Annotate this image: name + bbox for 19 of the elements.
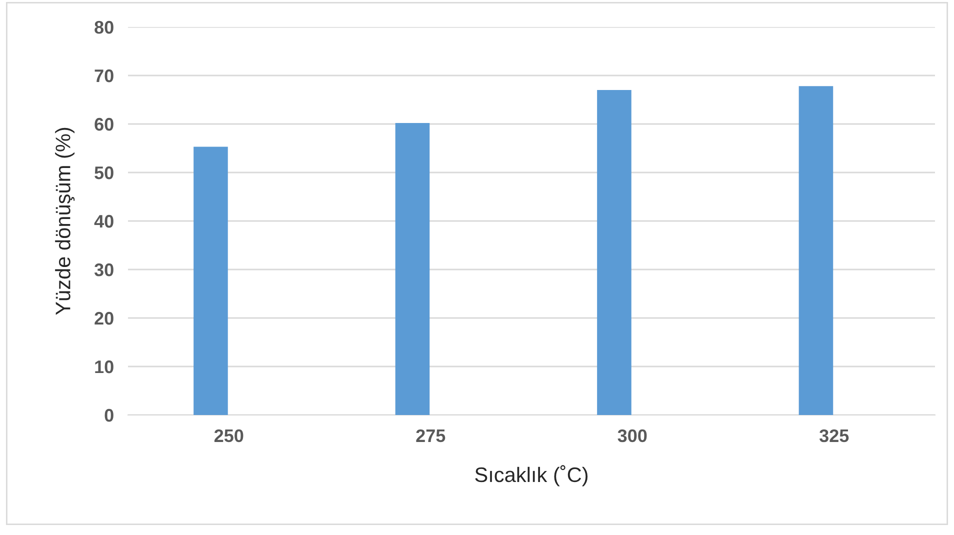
y-tick-label: 0	[104, 408, 114, 422]
bar	[395, 123, 430, 415]
y-tick-label: 70	[94, 69, 114, 82]
y-tick-label: 10	[95, 360, 114, 374]
x-tick-label: 275	[416, 429, 446, 442]
y-tick-label: 60	[94, 118, 114, 131]
y-tick-label: 40	[94, 214, 114, 228]
y-tick-label: 30	[94, 263, 114, 276]
x-tick-label: 250	[214, 429, 244, 442]
x-axis-title: Sıcaklık (˚C)	[475, 465, 588, 486]
x-tick-label: 300	[618, 429, 647, 442]
x-tick-label: 325	[819, 429, 849, 442]
y-axis-title: Yüzde dönüşüm (%)	[55, 128, 75, 315]
y-tick-label: 50	[94, 166, 114, 180]
y-tick-label: 80	[94, 20, 114, 34]
bar	[798, 86, 834, 415]
y-tick-label: 20	[94, 312, 114, 325]
bar	[597, 90, 632, 415]
bar	[194, 146, 228, 415]
